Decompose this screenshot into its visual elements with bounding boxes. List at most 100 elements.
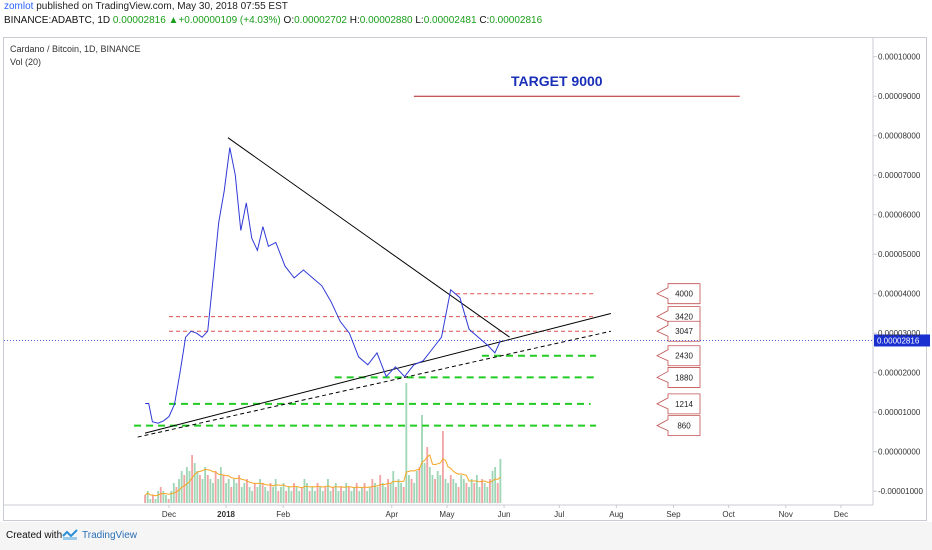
y-tick-label: 0.00003000: [878, 329, 921, 338]
volume-bar: [360, 487, 363, 503]
x-tick-label: Dec: [162, 510, 176, 519]
volume-bar: [219, 467, 222, 503]
high-value: 0.00002880: [359, 15, 413, 26]
volume-bar: [261, 483, 264, 503]
level-callout-3047: [656, 320, 701, 342]
volume-bar: [311, 487, 314, 503]
volume-bar: [240, 487, 243, 503]
volume-bar: [421, 415, 423, 503]
x-tick-label: Dec: [834, 510, 848, 519]
volume-bar: [428, 467, 431, 503]
volume-bar: [499, 459, 502, 503]
volume-bar: [431, 475, 434, 503]
volume-bar: [402, 487, 405, 503]
volume-bar: [266, 491, 269, 503]
volume-bar: [405, 383, 408, 503]
volume-bar: [465, 483, 468, 503]
volume-bar: [489, 479, 491, 503]
volume-bar: [473, 483, 476, 503]
volume-bar: [282, 483, 285, 503]
volume-bar: [478, 487, 481, 503]
volume-bar: [441, 431, 444, 503]
volume-bar: [238, 475, 241, 503]
y-tick-label: 0.00000000: [878, 448, 921, 457]
volume-bar: [188, 471, 191, 503]
symbol-label: BINANCE:ADABTC, 1D: [4, 15, 111, 26]
volume-bar: [162, 491, 165, 503]
volume-bar: [165, 495, 167, 503]
volume-bar: [334, 483, 337, 503]
trend-lines: [137, 137, 611, 438]
volume-bar: [295, 487, 298, 503]
volume-bar: [457, 487, 460, 503]
volume-bar: [394, 487, 397, 503]
volume-bar: [277, 491, 280, 503]
level-label-1214: 1214: [675, 400, 693, 409]
volume-bar: [447, 483, 450, 503]
volume-bar: [235, 483, 238, 503]
level-callout-1880: [656, 367, 701, 388]
volume-indicator-label[interactable]: Vol (20): [10, 57, 42, 67]
volume-bar: [481, 479, 484, 503]
chart-frame: [3, 37, 927, 521]
volume-bar: [423, 463, 426, 503]
last-price-badge-label: 0.00002816: [877, 336, 920, 345]
volume-bar: [371, 479, 374, 503]
close-value: 0.00002816: [489, 15, 543, 26]
x-tick-label: Sep: [666, 510, 681, 519]
volume-bar: [397, 479, 400, 503]
volume-bar: [272, 487, 274, 503]
volume-bar: [183, 475, 186, 503]
volume-bar: [444, 479, 447, 503]
volume-bar: [327, 479, 329, 503]
volume-bar: [154, 499, 157, 503]
x-tick-label: Jun: [498, 510, 511, 519]
volume-bar: [413, 483, 416, 503]
volume-bar: [212, 483, 214, 503]
volume-bar: [209, 479, 212, 503]
volume-bar: [193, 463, 196, 503]
volume-bar: [269, 483, 272, 503]
price-series: 0.00002816: [4, 147, 930, 424]
trend-line-2: [144, 312, 611, 434]
volume-bar: [384, 487, 387, 503]
volume-bar: [243, 483, 246, 503]
volume-bar: [313, 491, 316, 503]
volume-bar: [494, 467, 497, 503]
author-link[interactable]: zomlot: [4, 1, 34, 12]
volume-bar: [368, 487, 371, 503]
volume-bar: [415, 471, 418, 503]
volume-bar: [248, 487, 251, 503]
volume-bar: [496, 483, 499, 503]
volume-bar: [253, 483, 256, 503]
volume-bar: [167, 499, 170, 503]
volume-bar: [358, 491, 361, 503]
tradingview-brand[interactable]: TradingView: [82, 530, 138, 541]
volume-bar: [204, 467, 207, 503]
open-label: O:: [283, 15, 295, 26]
volume-bar: [436, 471, 439, 503]
trend-line-1: [227, 137, 510, 338]
level-label-2430: 2430: [675, 352, 693, 361]
volume-bar: [290, 491, 293, 503]
volume-bar: [434, 479, 436, 503]
x-tick-label: Oct: [722, 510, 735, 519]
axes: 0.00010000 0.00009000 0.00008000 0.00007000…: [162, 53, 924, 519]
level-callout-860: [656, 415, 701, 437]
volume-bar: [483, 483, 486, 503]
last-price-badge: [874, 334, 930, 347]
publish-info: zomlot published on TradingView.com, May…: [0, 0, 932, 14]
volume-bar: [426, 447, 429, 503]
y-tick-label: -0.00001000: [878, 487, 923, 496]
volume-bar: [387, 479, 389, 503]
volume-bar: [350, 491, 353, 503]
volume-bar: [159, 487, 162, 503]
up-arrow-icon: ▲: [168, 15, 179, 26]
volume-bar: [379, 475, 382, 503]
x-tick-label: Apr: [386, 510, 399, 519]
x-tick-label: Aug: [609, 510, 623, 519]
volume-bar: [363, 483, 366, 503]
volume-bar: [170, 491, 173, 503]
volume-bar: [264, 487, 267, 503]
